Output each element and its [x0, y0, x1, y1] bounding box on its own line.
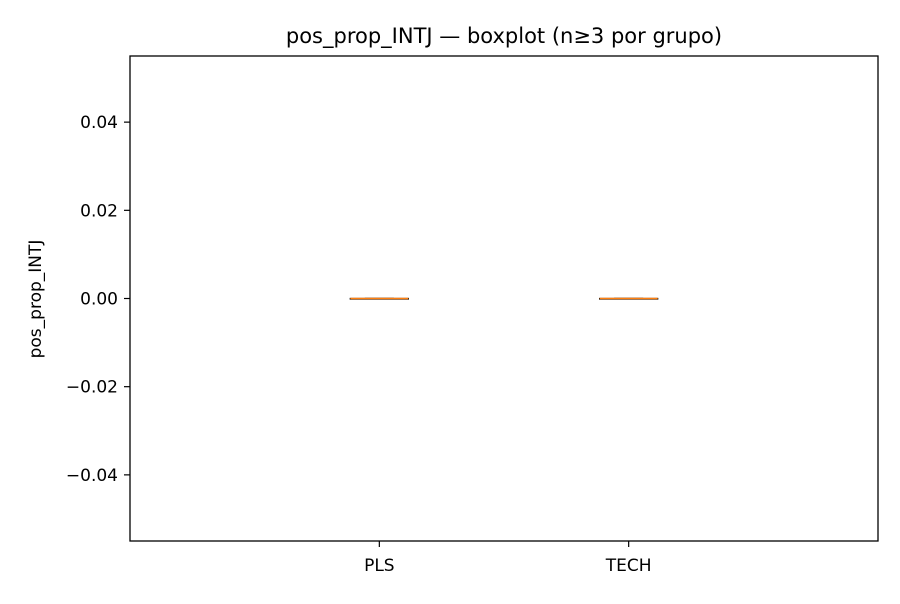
y-tick-label: 0.04 [80, 113, 118, 133]
y-tick-label: 0.00 [80, 290, 118, 310]
y-axis-label: pos_prop_INTJ [26, 240, 46, 359]
y-tick-label: 0.02 [80, 201, 118, 221]
axes-frame [129, 55, 879, 542]
y-tick-label: −0.04 [66, 466, 118, 486]
x-tick-label: PLS [364, 556, 395, 576]
chart-title: pos_prop_INTJ — boxplot (n≥3 por grupo) [286, 24, 722, 49]
y-tick-label: −0.02 [66, 378, 118, 398]
plot-area: −0.04 −0.02 0.00 0.02 0.04 PLS TECH [66, 55, 879, 576]
x-tick-label: TECH [605, 556, 652, 576]
